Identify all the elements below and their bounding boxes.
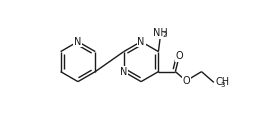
Text: N: N	[74, 37, 82, 47]
Text: O: O	[182, 76, 190, 86]
Text: N: N	[120, 67, 127, 77]
Text: CH: CH	[215, 77, 229, 87]
Text: 3: 3	[221, 82, 225, 88]
Text: O: O	[175, 51, 183, 61]
Text: N: N	[137, 37, 145, 47]
Text: NH: NH	[153, 28, 167, 38]
Text: 2: 2	[162, 32, 167, 38]
